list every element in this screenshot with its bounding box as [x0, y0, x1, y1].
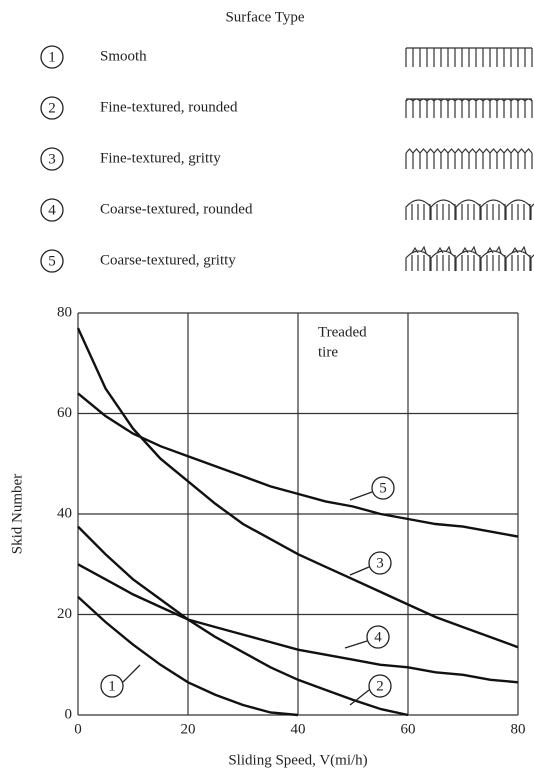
leader-line — [350, 567, 369, 575]
x-tick-label: 40 — [291, 721, 306, 737]
surface-profile-icon — [406, 247, 534, 271]
x-axis-label: Sliding Speed, V(mi/h) — [228, 752, 367, 768]
legend-label: Fine-textured, rounded — [100, 99, 238, 115]
annotation: tire — [318, 344, 338, 360]
chart: Surface Type Sliding Speed, V(mi/h) Skid… — [0, 0, 534, 775]
annotation: Treaded — [318, 324, 367, 340]
curve-label: 1 — [108, 678, 116, 694]
curve-label: 3 — [376, 555, 384, 571]
leader-line — [350, 492, 372, 500]
surface-profile-icon — [406, 99, 532, 118]
surface-profile-icon — [406, 200, 534, 220]
curve — [78, 527, 408, 715]
legend-title: Surface Type — [225, 9, 304, 25]
leader-line — [345, 641, 367, 648]
legend-number: 1 — [48, 49, 56, 65]
y-tick-label: 60 — [57, 405, 72, 421]
surface-profile-icon — [406, 149, 532, 169]
y-tick-label: 40 — [57, 505, 72, 521]
surface-profile-icon — [406, 48, 532, 67]
x-tick-label: 0 — [74, 721, 82, 737]
legend-number: 5 — [48, 253, 56, 269]
legend-number: 3 — [48, 151, 56, 167]
y-tick-label: 20 — [57, 606, 72, 622]
curve-label: 4 — [374, 629, 382, 645]
legend-number: 2 — [48, 100, 56, 116]
legend-number: 4 — [48, 202, 56, 218]
legend-label: Fine-textured, gritty — [100, 150, 221, 166]
curve-label: 5 — [379, 480, 387, 496]
y-tick-label: 0 — [65, 706, 73, 722]
x-tick-label: 60 — [401, 721, 416, 737]
curve-label: 2 — [376, 678, 384, 694]
legend-label: Coarse-textured, rounded — [100, 201, 253, 217]
x-tick-label: 80 — [511, 721, 526, 737]
leader-line — [123, 665, 140, 682]
y-axis-label: Skid Number — [9, 474, 25, 554]
legend-label: Smooth — [100, 48, 147, 64]
x-tick-label: 20 — [181, 721, 196, 737]
legend-label: Coarse-textured, gritty — [100, 252, 236, 268]
y-tick-label: 80 — [57, 304, 72, 320]
